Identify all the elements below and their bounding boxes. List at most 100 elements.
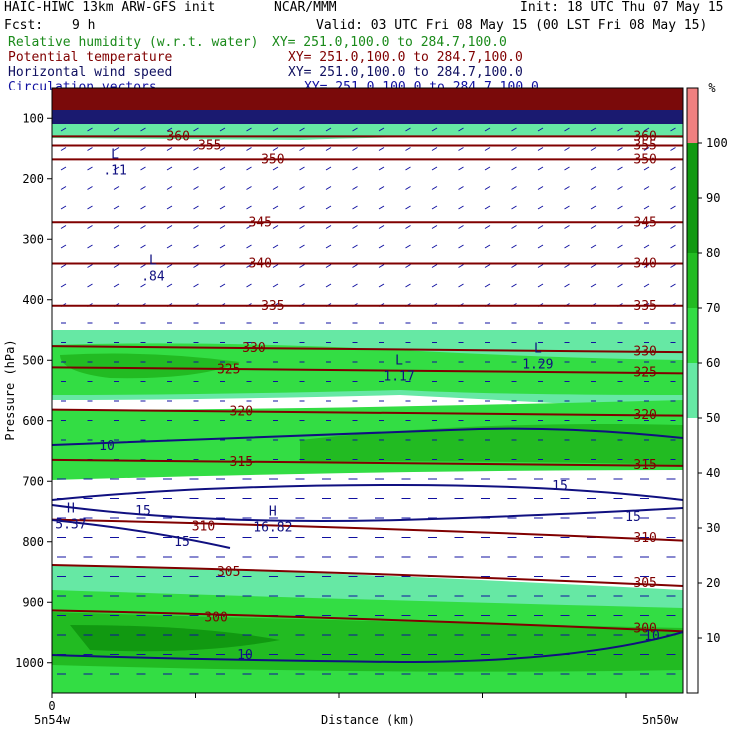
wind-vector [590, 264, 597, 268]
wind-vector [299, 127, 305, 132]
wind-vector [272, 147, 279, 151]
theta-label-right-350: 350 [633, 152, 656, 167]
wind-vector [537, 166, 544, 171]
wind-label: 10 [644, 629, 660, 644]
y-tick-label: 400 [22, 293, 44, 307]
theta-label-330: 330 [242, 341, 265, 356]
wind-vector [484, 205, 491, 210]
wind-vector [643, 205, 650, 210]
wind-vector [378, 166, 385, 171]
wind-vector [511, 225, 517, 229]
wind-vector [299, 283, 305, 288]
wind-vector [352, 205, 358, 210]
extremum-h-marker: H [67, 502, 75, 517]
wind-contour [51, 519, 231, 549]
wind-vector [272, 283, 279, 288]
theta-label-right-305: 305 [633, 576, 656, 591]
colorbar-cell [687, 638, 698, 693]
wind-vector [352, 186, 358, 190]
wind-vector [113, 244, 120, 249]
wind-vector [670, 205, 676, 210]
x-right-label: 5n50w [642, 713, 679, 727]
wind-vector [458, 147, 464, 151]
wind-vector [325, 127, 332, 132]
x-axis-title: Distance (km) [321, 713, 415, 727]
wind-vector [325, 205, 332, 210]
wind-vector [670, 264, 676, 268]
wind-vector [378, 127, 385, 132]
wind-vector [537, 264, 544, 268]
wind-vector [166, 127, 173, 132]
wind-vector [193, 205, 199, 210]
wind-vector [140, 186, 146, 190]
rh-shading [52, 88, 683, 693]
theta-line-310 [51, 518, 684, 542]
y-tick-label: 900 [22, 595, 44, 609]
colorbar-label: 50 [706, 411, 720, 425]
colorbar-label: 100 [706, 136, 728, 150]
wind-vector [60, 244, 67, 249]
wind-vector [484, 283, 491, 288]
wind-vector [458, 186, 464, 190]
wind-vector [537, 283, 544, 288]
wind-vector [87, 225, 93, 229]
wind-vector [325, 147, 332, 151]
wind-vector [60, 264, 67, 268]
colorbar-cell [687, 143, 698, 198]
extremum-l-marker: L [395, 353, 403, 368]
x-zero-label: 0 [48, 699, 55, 713]
wind-vector [643, 186, 650, 190]
wind-vector [484, 166, 491, 171]
wind-vector [60, 205, 67, 210]
wind-vector [378, 186, 385, 190]
wind-vector [564, 264, 570, 268]
wind-vector [246, 166, 252, 171]
wind-vector [405, 127, 411, 132]
theta-label-350: 350 [261, 152, 284, 167]
wind-vector [378, 283, 385, 288]
x-axis [51, 693, 627, 698]
wind-vector [564, 283, 570, 288]
y-tick-label: 600 [22, 414, 44, 428]
wind-vector [431, 186, 438, 190]
colorbar: 10 20 30 40 50 60 70 80 90 100 [686, 87, 728, 694]
wind-vector [219, 264, 226, 268]
wind-vector [590, 205, 597, 210]
wind-vector [87, 244, 93, 249]
wind-vector [246, 127, 252, 132]
wind-vector [352, 127, 358, 132]
wind-vector [113, 147, 120, 151]
wind-vector [166, 244, 173, 249]
y-tick-label: 800 [22, 535, 44, 549]
wind-vector [166, 147, 173, 151]
wind-vector [219, 127, 226, 132]
wind-vector [590, 166, 597, 171]
wind-vector [113, 264, 120, 268]
y-tick-label: 300 [22, 232, 44, 246]
colorbar-label: 30 [706, 521, 720, 535]
wind-vector [643, 264, 650, 268]
wind-vector [140, 127, 146, 132]
field-xy-theta: XY= 251.0,100.0 to 284.7,100.0 [288, 50, 523, 65]
colorbar-label: 70 [706, 301, 720, 315]
wind-vector [193, 244, 199, 249]
wind-vector [590, 186, 597, 190]
theta-line-300 [51, 609, 684, 633]
model-title: HAIC-HIWC 13km ARW-GFS init [4, 0, 216, 15]
wind-vector [484, 264, 491, 268]
wind-vector [617, 225, 623, 229]
wind-vector [458, 244, 464, 249]
wind-label: 15 [174, 535, 190, 550]
wind-vector [272, 205, 279, 210]
forecast-label: Fcst: [4, 18, 44, 33]
wind-contour [51, 427, 684, 446]
wind-vector [166, 166, 173, 171]
wind-vector [643, 147, 650, 151]
wind-vector [352, 166, 358, 171]
wind-vector [537, 225, 544, 229]
colorbar-cell [687, 418, 698, 473]
wind-vector [246, 205, 252, 210]
extremum-value: 5.37 [55, 518, 86, 533]
wind-vector [405, 264, 411, 268]
wind-vector [643, 225, 650, 229]
